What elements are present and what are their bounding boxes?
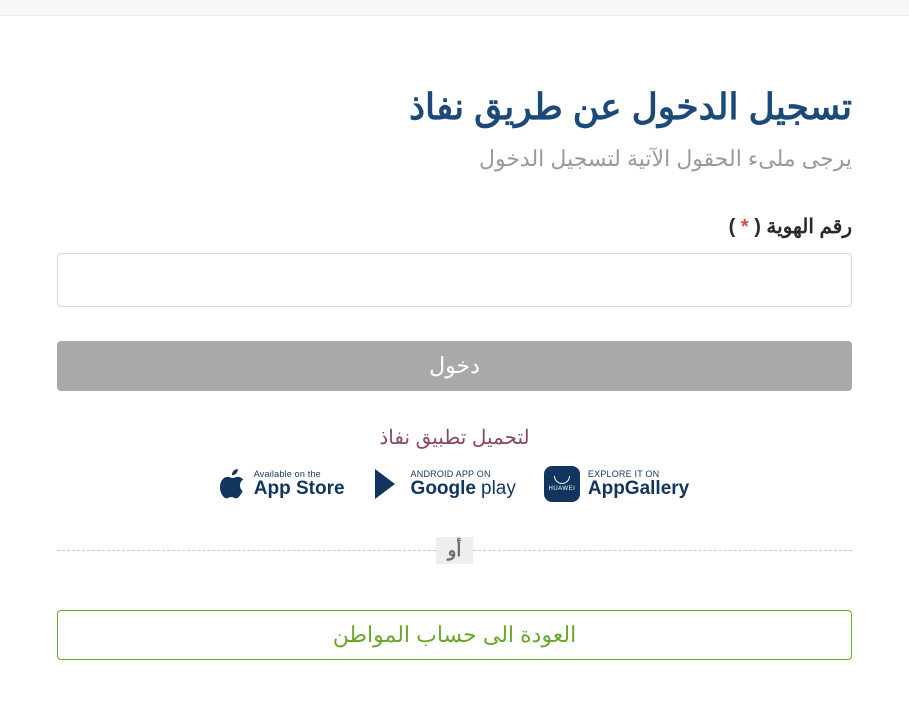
id-field-label: رقم الهوية ( * ) (57, 214, 852, 239)
googleplay-badge[interactable]: ANDROID APP ON Google play (373, 468, 516, 500)
login-button[interactable]: دخول (57, 341, 852, 391)
googleplay-big: Google play (411, 479, 516, 498)
appgallery-icon: HUAWEI (544, 466, 580, 502)
appgallery-big: AppGallery (588, 479, 689, 498)
googleplay-icon (373, 468, 403, 500)
page-title: تسجيل الدخول عن طريق نفاذ (57, 86, 852, 128)
apple-icon (220, 469, 246, 499)
back-to-account-button[interactable]: العودة الى حساب المواطن (57, 610, 852, 660)
appstore-badge[interactable]: Available on the App Store (220, 469, 345, 499)
required-asterisk: * (741, 216, 749, 238)
login-container: تسجيل الدخول عن طريق نفاذ يرجى ملىء الحق… (57, 16, 852, 660)
appgallery-badge[interactable]: HUAWEI EXPLORE IT ON AppGallery (544, 466, 689, 502)
divider: أو (57, 536, 852, 564)
top-bar (0, 0, 909, 16)
appstore-big: App Store (254, 479, 345, 498)
download-app-text: لتحميل تطبيق نفاذ (57, 425, 852, 450)
id-label-text: رقم الهوية (766, 216, 852, 238)
paren-open: ( (754, 216, 761, 238)
divider-text: أو (436, 537, 474, 564)
page-subtitle: يرجى ملىء الحقول الآتية لتسجيل الدخول (57, 146, 852, 172)
id-input[interactable] (57, 253, 852, 307)
paren-close: ) (729, 216, 736, 238)
store-badges-row: Available on the App Store ANDROID APP O… (57, 466, 852, 502)
